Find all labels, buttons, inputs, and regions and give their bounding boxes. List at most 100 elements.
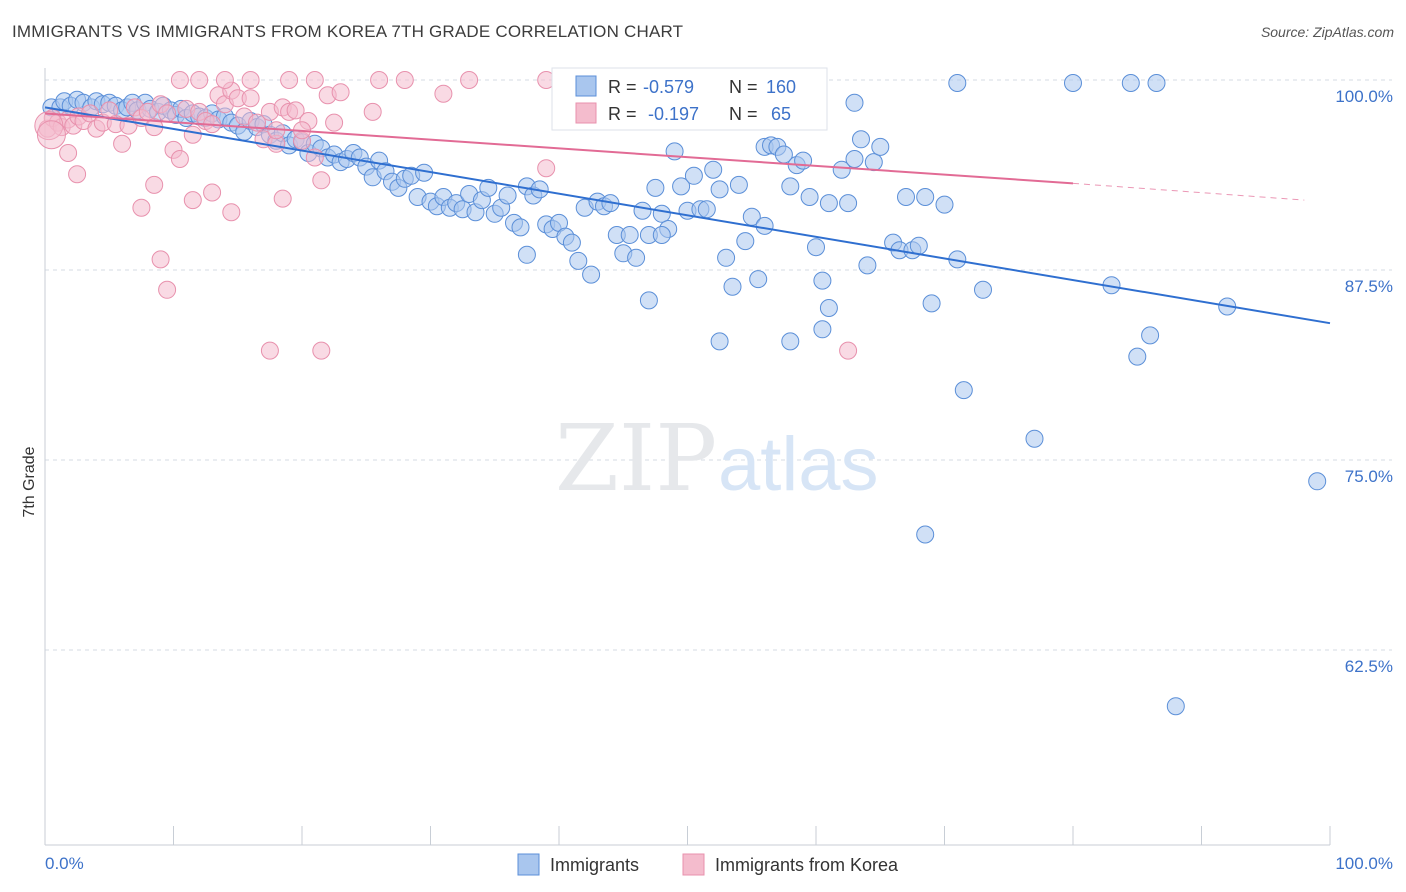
point-korea (151, 250, 170, 269)
y-tick-label: 100.0% (1335, 87, 1393, 106)
point-korea (839, 341, 858, 360)
point-immigrants (794, 151, 813, 170)
point-immigrants (909, 236, 928, 255)
point-immigrants (684, 166, 703, 185)
point-korea (215, 71, 234, 89)
y-tick-label: 75.0% (1345, 467, 1393, 486)
point-korea (537, 159, 556, 178)
legend-label-korea: Immigrants from Korea (715, 855, 899, 875)
point-immigrants (511, 218, 530, 237)
point-immigrants (864, 153, 883, 172)
point-immigrants (755, 216, 774, 235)
scatter-points (34, 71, 1327, 716)
legend-swatch-korea (682, 853, 705, 876)
point-korea (158, 280, 177, 299)
point-immigrants (569, 251, 588, 270)
point-korea (260, 341, 279, 360)
stats-swatch-blue (575, 75, 597, 97)
watermark-zip: ZIP (555, 405, 717, 512)
point-korea (331, 83, 350, 102)
point-korea (241, 71, 260, 89)
point-immigrants (562, 233, 581, 252)
point-immigrants (710, 332, 729, 351)
point-immigrants (897, 188, 915, 206)
point-korea (158, 104, 177, 123)
point-immigrants (935, 195, 954, 214)
point-immigrants (819, 299, 838, 317)
point-korea (222, 203, 241, 222)
point-immigrants (498, 186, 517, 205)
stats-legend-row-immigrants: R = -0.579 N = 160 (575, 75, 796, 97)
point-immigrants (781, 177, 800, 196)
point-immigrants (832, 160, 851, 179)
stats-n-value: 160 (766, 77, 796, 97)
point-korea (190, 71, 209, 89)
point-immigrants (845, 93, 864, 112)
stats-r-label: R = (608, 104, 637, 124)
point-immigrants (697, 200, 716, 219)
point-immigrants (620, 226, 639, 244)
point-korea (183, 125, 202, 144)
trend-line-korea-extension (1072, 182, 1305, 201)
point-immigrants (517, 245, 536, 264)
point-korea (363, 102, 382, 121)
point-immigrants (1064, 74, 1082, 92)
source-credit: Source: ZipAtlas.com (1260, 24, 1394, 40)
point-korea (280, 71, 299, 89)
point-immigrants (639, 291, 658, 310)
point-immigrants (736, 232, 755, 251)
point-korea (36, 120, 66, 150)
point-korea (113, 134, 132, 153)
point-immigrants (633, 201, 652, 220)
stats-legend-row-korea: R = -0.197 N = 65 (575, 102, 791, 124)
point-immigrants (858, 256, 877, 275)
point-immigrants (582, 265, 601, 284)
legend-swatch-immigrants (517, 853, 540, 876)
point-immigrants (813, 271, 832, 290)
point-korea (203, 183, 222, 202)
point-korea (305, 71, 324, 89)
y-tick-label: 87.5% (1345, 277, 1393, 296)
point-immigrants (916, 525, 935, 544)
point-korea (132, 198, 151, 217)
y-tick-label: 62.5% (1345, 657, 1393, 676)
point-immigrants (954, 381, 973, 400)
point-immigrants (717, 248, 736, 267)
point-immigrants (948, 74, 967, 92)
point-immigrants (672, 177, 691, 196)
stats-r-value: -0.197 (648, 104, 699, 124)
watermark-atlas: atlas (718, 422, 879, 507)
watermark: ZIP atlas (555, 405, 879, 512)
series-legend: Immigrants Immigrants from Korea (517, 853, 899, 876)
stats-legend-frame (551, 67, 828, 131)
point-immigrants (1308, 472, 1327, 491)
point-korea (460, 71, 479, 89)
point-immigrants (1141, 326, 1160, 345)
stats-r-label: R = (608, 77, 637, 97)
trend-line-immigrants (44, 106, 1331, 325)
point-korea (59, 144, 78, 162)
point-immigrants (845, 150, 864, 168)
point-immigrants (652, 204, 671, 223)
point-immigrants (781, 332, 800, 351)
stats-legend: R = -0.579 N = 160 R = -0.197 N = 65 (551, 67, 828, 131)
point-immigrants (723, 277, 742, 296)
point-immigrants (922, 294, 941, 313)
stats-n-value: 65 (766, 104, 791, 124)
trend-lines (44, 106, 1331, 325)
point-korea (286, 101, 305, 120)
point-immigrants (1166, 697, 1185, 716)
point-korea (241, 89, 260, 108)
point-immigrants (852, 130, 870, 149)
stats-r-value: -0.579 (643, 77, 694, 97)
point-immigrants (916, 188, 935, 206)
point-immigrants (1128, 347, 1147, 366)
point-immigrants (646, 178, 665, 197)
trend-line-korea (44, 112, 1074, 185)
point-korea (183, 191, 202, 210)
stats-swatch-pink (575, 102, 597, 124)
point-immigrants (813, 320, 832, 339)
point-immigrants (871, 137, 890, 156)
point-immigrants (839, 194, 858, 213)
